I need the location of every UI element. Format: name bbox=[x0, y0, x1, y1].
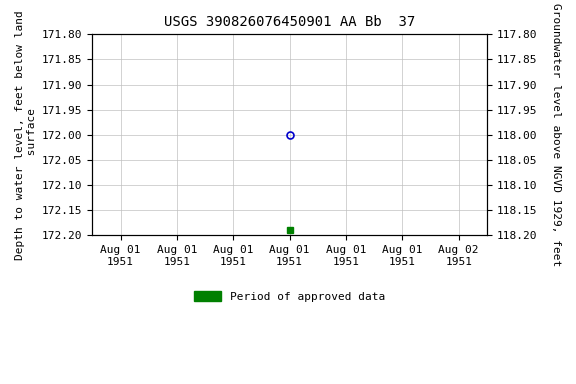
Y-axis label: Groundwater level above NGVD 1929, feet: Groundwater level above NGVD 1929, feet bbox=[551, 3, 561, 266]
Y-axis label: Depth to water level, feet below land
 surface: Depth to water level, feet below land su… bbox=[15, 10, 37, 260]
Title: USGS 390826076450901 AA Bb  37: USGS 390826076450901 AA Bb 37 bbox=[164, 15, 415, 29]
Legend: Period of approved data: Period of approved data bbox=[190, 286, 390, 306]
